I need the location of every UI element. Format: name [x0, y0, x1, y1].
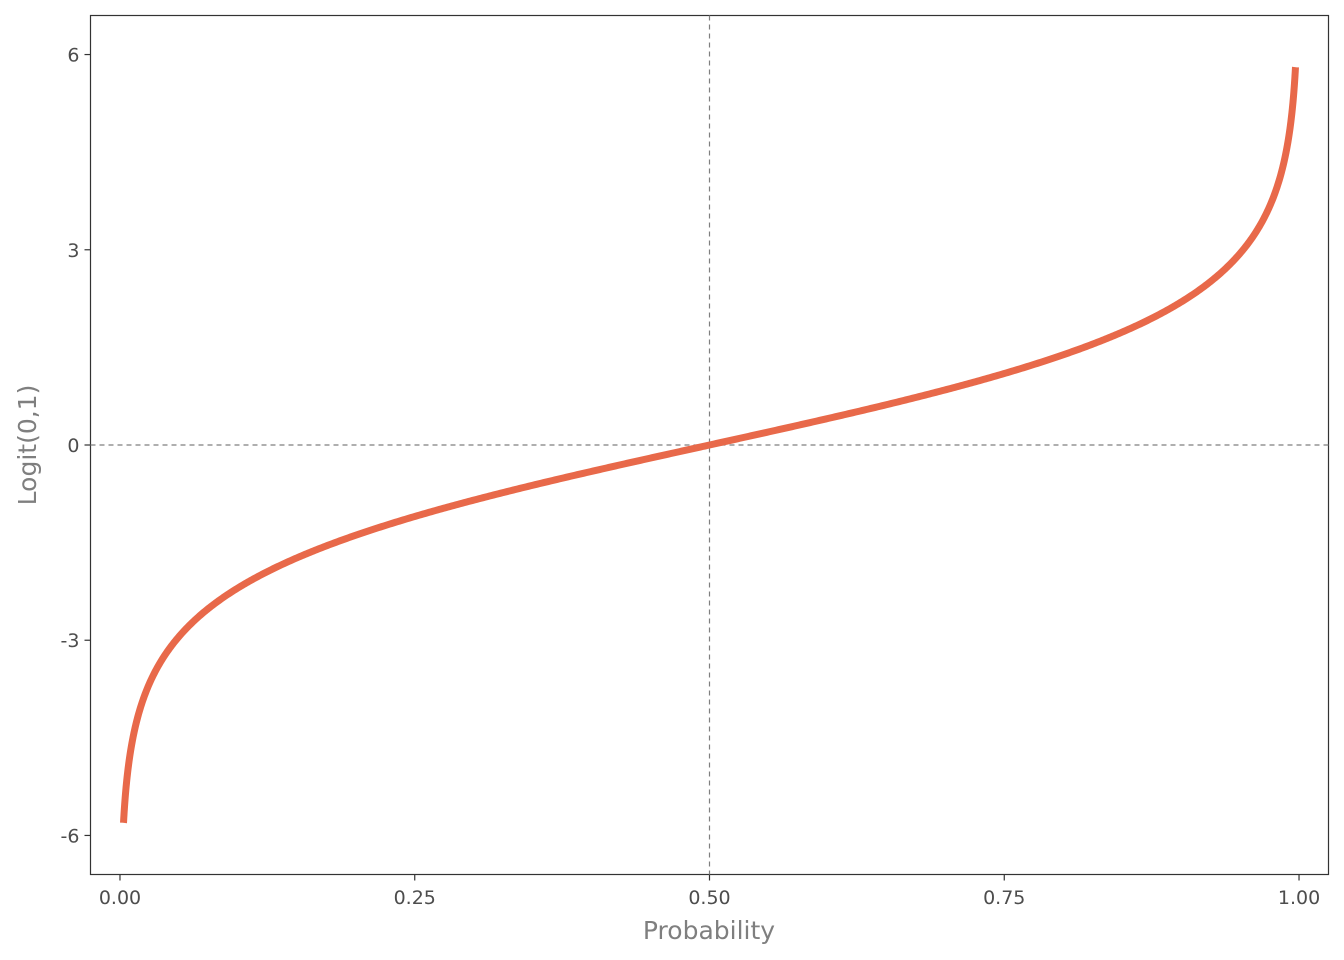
series-line-0: [120, 63, 1299, 827]
y-tick-label: 6: [67, 45, 79, 67]
x-tick-label: 0.00: [99, 887, 141, 909]
x-tick-label: 0.25: [394, 887, 436, 909]
x-tick-label: 0.75: [983, 887, 1025, 909]
y-tick-label: -3: [61, 630, 80, 652]
series-layer: [120, 63, 1299, 827]
y-tick-label: 3: [67, 240, 79, 262]
x-tick-label: 1.00: [1278, 887, 1320, 909]
x-axis-title: Probability: [643, 916, 775, 945]
y-axis: -6 -3 0 3 6: [61, 45, 91, 847]
reference-lines: [90, 15, 1329, 875]
y-tick-label: 0: [67, 435, 79, 457]
y-axis-title: Logit(0,1): [13, 385, 42, 506]
x-axis: 0.00 0.25 0.50 0.75 1.00: [99, 874, 1320, 909]
y-tick-label: -6: [61, 825, 80, 847]
x-tick-label: 0.50: [688, 887, 730, 909]
